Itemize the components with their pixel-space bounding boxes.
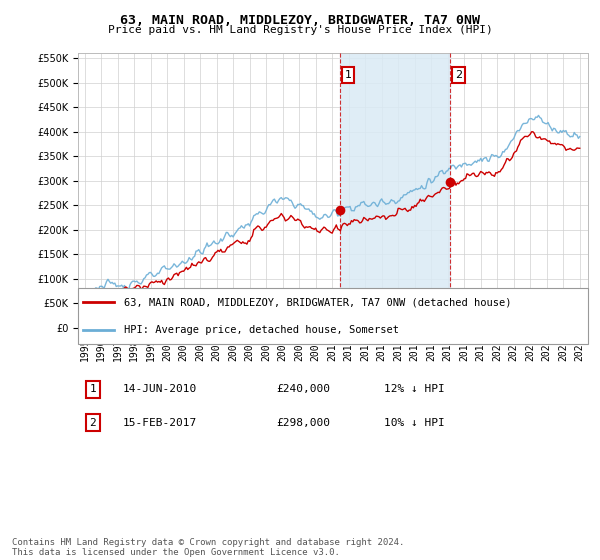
Text: 1: 1: [344, 70, 352, 80]
Text: 14-JUN-2010: 14-JUN-2010: [123, 384, 197, 394]
Text: 1: 1: [89, 384, 97, 394]
Text: 63, MAIN ROAD, MIDDLEZOY, BRIDGWATER, TA7 0NW: 63, MAIN ROAD, MIDDLEZOY, BRIDGWATER, TA…: [120, 14, 480, 27]
FancyBboxPatch shape: [78, 288, 588, 344]
Bar: [340, 53, 449, 328]
Text: £240,000: £240,000: [276, 384, 330, 394]
Text: 15-FEB-2017: 15-FEB-2017: [123, 418, 197, 428]
Text: Price paid vs. HM Land Registry's House Price Index (HPI): Price paid vs. HM Land Registry's House …: [107, 25, 493, 35]
Text: 2: 2: [89, 418, 97, 428]
Text: 2: 2: [455, 70, 462, 80]
Text: 12% ↓ HPI: 12% ↓ HPI: [384, 384, 445, 394]
Text: HPI: Average price, detached house, Somerset: HPI: Average price, detached house, Some…: [124, 325, 399, 335]
Text: Contains HM Land Registry data © Crown copyright and database right 2024.
This d: Contains HM Land Registry data © Crown c…: [12, 538, 404, 557]
Text: 10% ↓ HPI: 10% ↓ HPI: [384, 418, 445, 428]
Text: £298,000: £298,000: [276, 418, 330, 428]
Text: 63, MAIN ROAD, MIDDLEZOY, BRIDGWATER, TA7 0NW (detached house): 63, MAIN ROAD, MIDDLEZOY, BRIDGWATER, TA…: [124, 297, 511, 307]
